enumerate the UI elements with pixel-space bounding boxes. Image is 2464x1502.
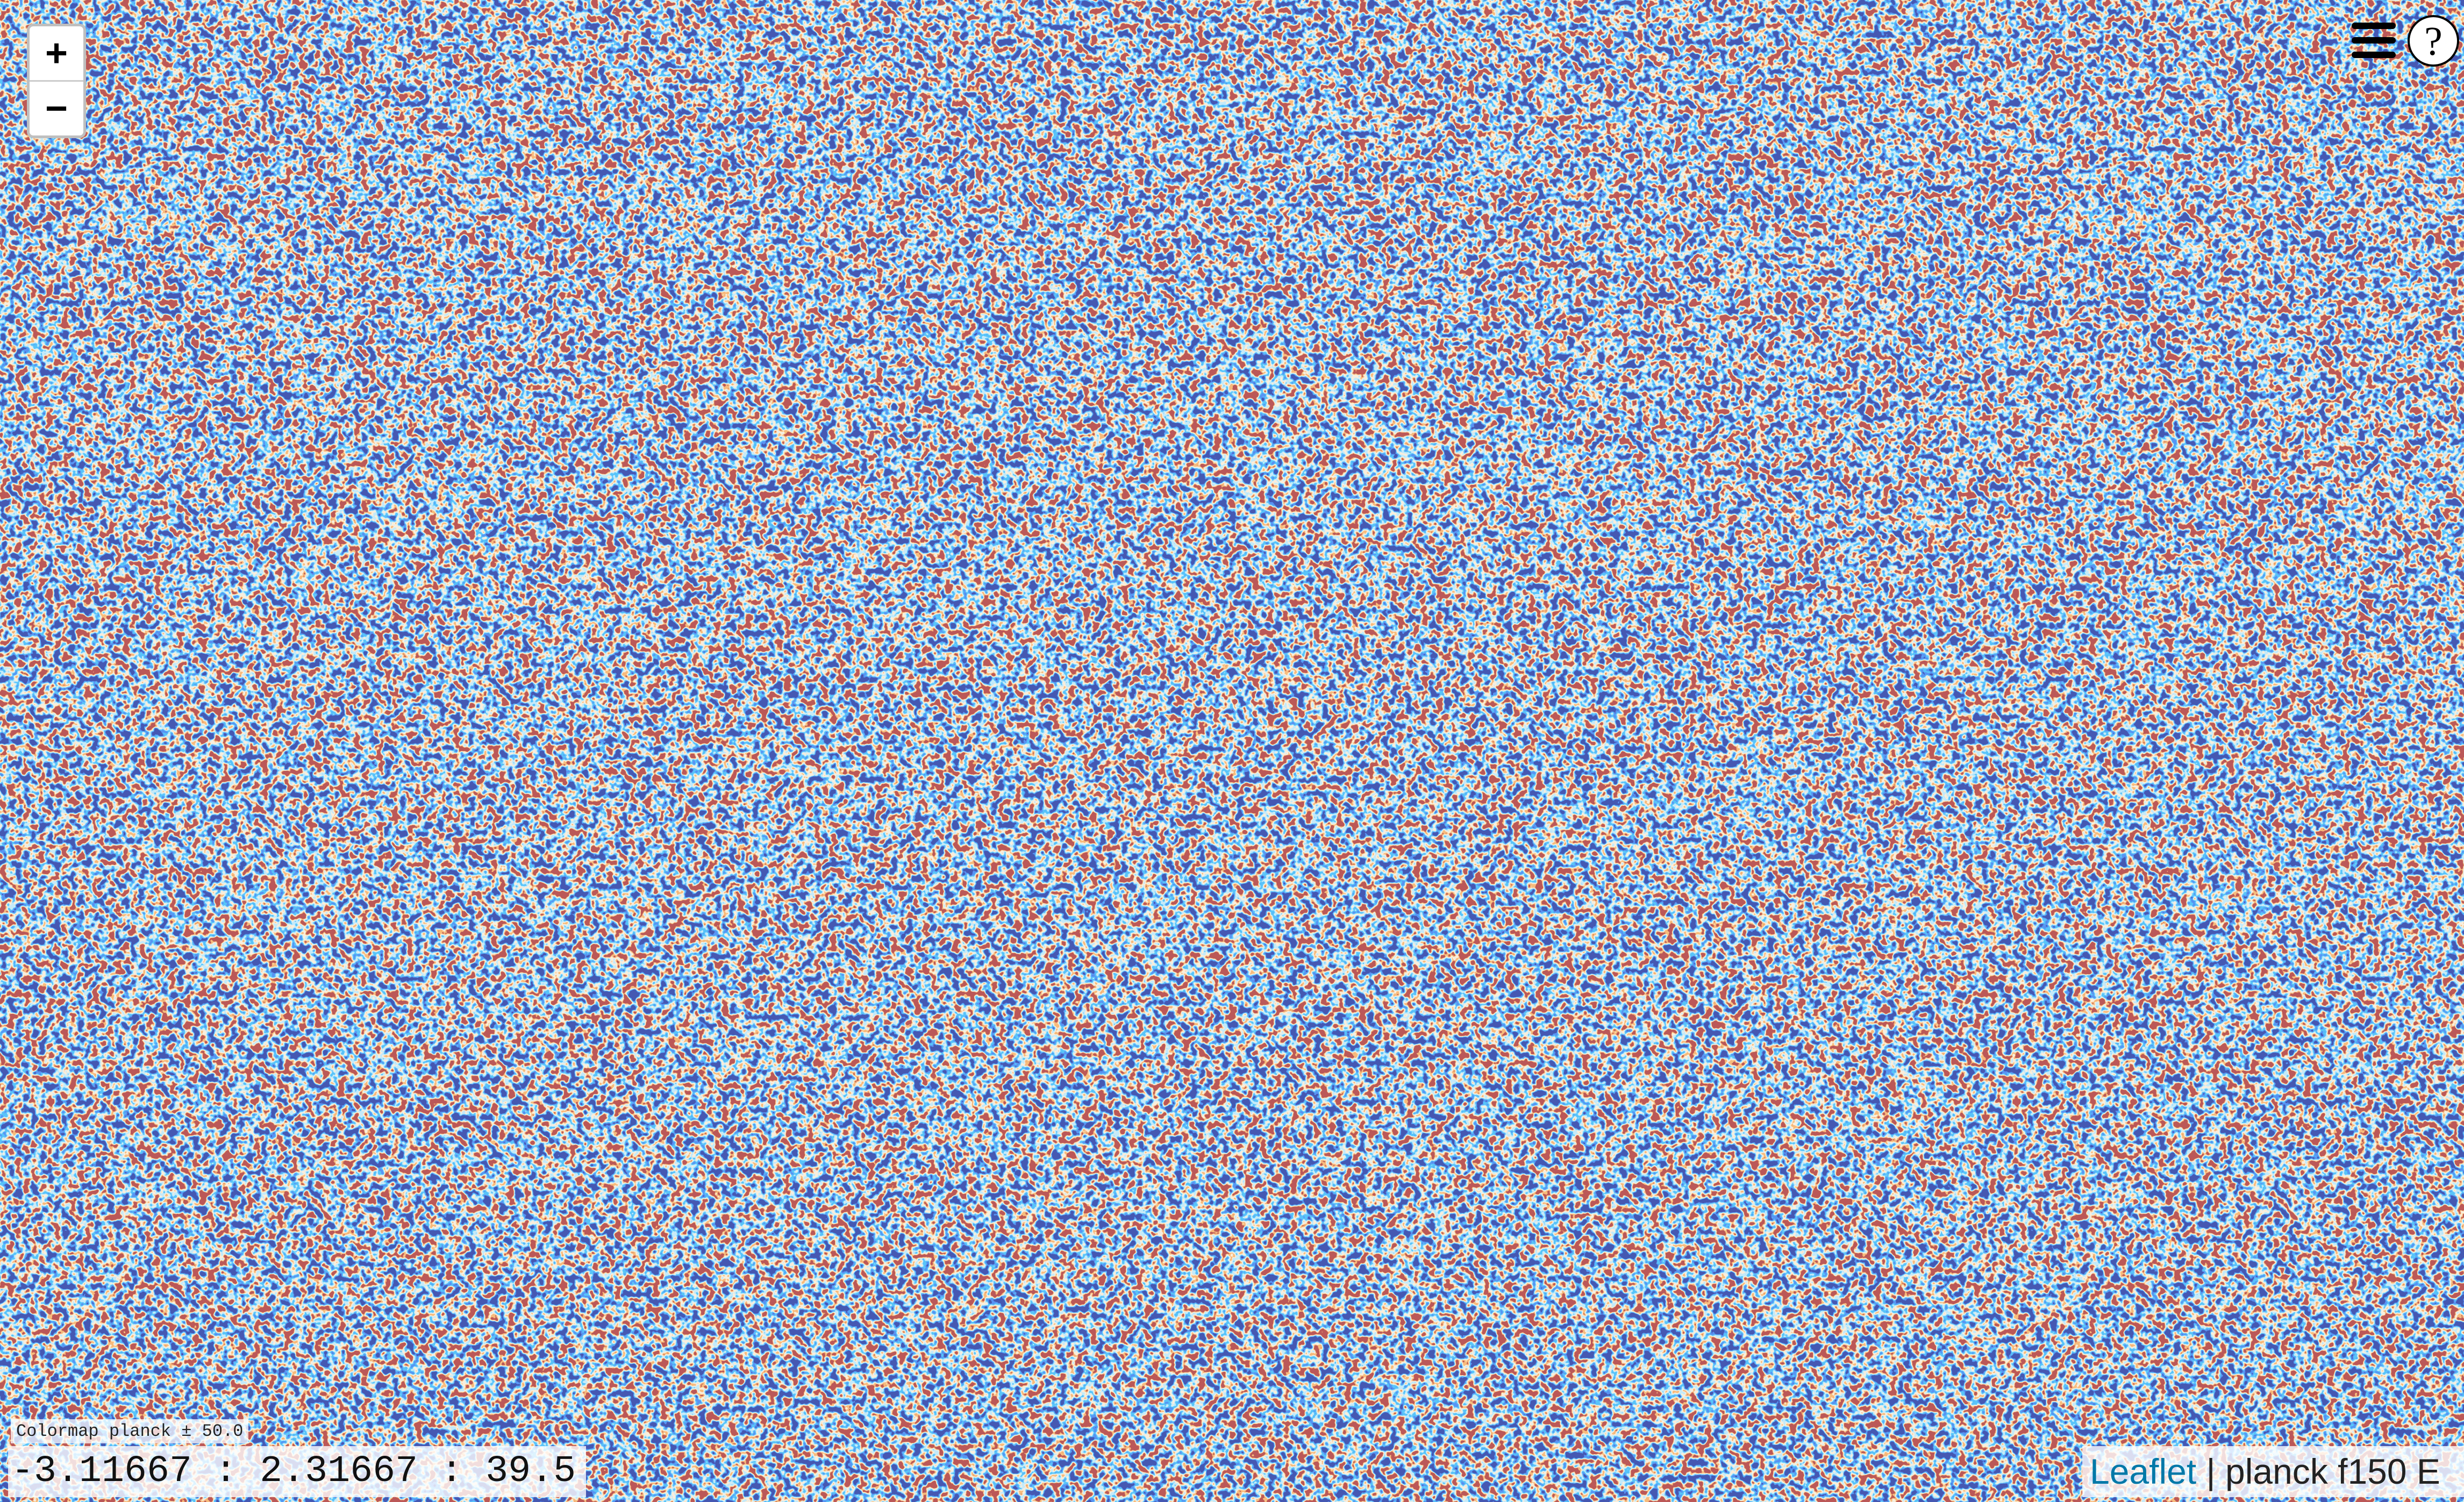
map-page: {"zoom_controls": {"zoom_in": "+", "zoom… bbox=[0, 0, 2464, 1502]
cursor-coordinates: -3.11667 : 2.31667 : 39.5 bbox=[8, 1446, 586, 1497]
map-tiles[interactable] bbox=[0, 0, 2464, 1502]
help-button[interactable]: ? bbox=[2408, 15, 2459, 67]
menu-bar bbox=[2352, 52, 2396, 58]
attribution: Leaflet | planck f150 E bbox=[2082, 1446, 2464, 1497]
menu-bar bbox=[2352, 23, 2396, 29]
zoom-control: + − bbox=[27, 24, 86, 138]
colormap-label: Colormap planck ± 50.0 bbox=[11, 1419, 248, 1443]
leaflet-link[interactable]: Leaflet bbox=[2090, 1451, 2196, 1491]
menu-bar bbox=[2352, 37, 2396, 44]
attribution-text: | planck f150 E bbox=[2206, 1451, 2440, 1491]
zoom-out-button[interactable]: − bbox=[30, 80, 83, 135]
zoom-in-button[interactable]: + bbox=[30, 26, 83, 80]
sky-map bbox=[0, 0, 2464, 1502]
layers-menu-button[interactable] bbox=[2349, 16, 2398, 65]
